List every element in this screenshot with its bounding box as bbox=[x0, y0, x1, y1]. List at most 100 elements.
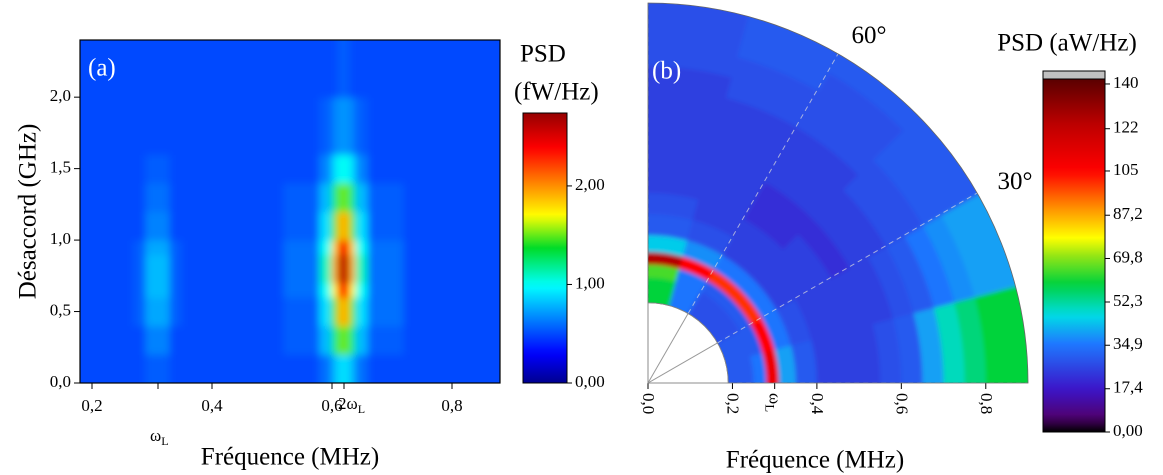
heatmap-cell bbox=[337, 296, 345, 327]
heatmap-cell bbox=[367, 211, 405, 241]
angle-label: 60° bbox=[852, 22, 887, 49]
heatmap-cell bbox=[283, 153, 321, 184]
heatmap-cell bbox=[181, 182, 285, 212]
annotation: 2ωL bbox=[338, 394, 365, 416]
polar-cell bbox=[648, 22, 744, 58]
polar-cell bbox=[830, 265, 874, 330]
polar-cell bbox=[739, 7, 844, 74]
polar-cell bbox=[775, 297, 813, 346]
colorbar bbox=[1042, 78, 1106, 433]
polar-cell bbox=[774, 343, 798, 383]
heatmap-cell bbox=[283, 325, 321, 355]
heatmap-cell bbox=[331, 153, 339, 184]
polar-cell bbox=[783, 125, 859, 190]
heatmap-cell bbox=[343, 282, 351, 298]
heatmap-cell bbox=[133, 296, 147, 327]
heatmap-cell bbox=[331, 296, 339, 327]
colorbar-tick-label: 2,00 bbox=[575, 175, 605, 194]
polar-cell bbox=[690, 197, 745, 238]
polar-cell bbox=[752, 180, 814, 235]
r-tick-label: 0,0 bbox=[639, 393, 658, 414]
colorbar-tick-label: 52,3 bbox=[1113, 291, 1143, 310]
y-tick-label: 1,0 bbox=[50, 229, 71, 248]
heatmap-cell bbox=[355, 211, 369, 241]
heatmap-cell bbox=[145, 182, 171, 212]
panel-label: (b) bbox=[652, 58, 681, 85]
heatmap-cell bbox=[355, 325, 369, 355]
heatmap-cell bbox=[319, 325, 333, 355]
colorbar-title: PSD bbox=[520, 41, 566, 68]
polar-cell bbox=[848, 254, 895, 325]
heatmap-cell bbox=[319, 296, 333, 327]
y-tick-label: 1,5 bbox=[50, 158, 71, 177]
polar-cell bbox=[957, 187, 1024, 292]
polar-cell bbox=[706, 268, 742, 300]
plot-frame bbox=[79, 39, 501, 384]
polar-cell bbox=[749, 351, 768, 383]
heatmap-cell bbox=[403, 325, 500, 355]
heatmap-cell bbox=[349, 325, 357, 355]
r-tick-label: 0,6 bbox=[892, 393, 911, 414]
heatmap-cell bbox=[367, 153, 405, 184]
heatmap-cell bbox=[355, 153, 369, 184]
annotation-text: ω bbox=[766, 393, 785, 404]
polar-cell bbox=[921, 211, 976, 303]
heatmap-cell bbox=[343, 40, 351, 98]
heatmap-cell bbox=[343, 211, 351, 241]
x-axis-label: Fréquence (MHz) bbox=[726, 447, 904, 474]
colorbar-tick-label: 1,00 bbox=[575, 273, 605, 292]
heatmap-cell bbox=[133, 253, 147, 284]
heatmap-cell bbox=[169, 296, 183, 327]
heatmap-cell bbox=[367, 40, 405, 98]
heatmap-cell bbox=[319, 239, 333, 255]
angle-grid bbox=[687, 53, 839, 314]
heatmap-cell bbox=[133, 239, 147, 255]
heatmap-cell bbox=[319, 253, 333, 284]
heatmap-cell bbox=[355, 253, 369, 284]
polar-cell bbox=[973, 287, 1009, 383]
heatmap-cell bbox=[331, 325, 339, 355]
heatmap-cell bbox=[145, 253, 171, 284]
heatmap-cell bbox=[403, 153, 500, 184]
heatmap-cell bbox=[181, 253, 285, 284]
heatmap-cell bbox=[169, 282, 183, 298]
polar-cell bbox=[728, 55, 820, 110]
heatmap-cell bbox=[133, 153, 147, 184]
heatmap-cell bbox=[80, 153, 135, 184]
heatmap-cell bbox=[403, 296, 500, 327]
polar-cell bbox=[815, 70, 904, 146]
colorbar-tick-label: 34,9 bbox=[1113, 334, 1143, 353]
polar-cell bbox=[939, 201, 997, 298]
heatmap-cell bbox=[145, 40, 171, 98]
polar-cell bbox=[851, 321, 882, 383]
heatmap-cell bbox=[349, 96, 357, 155]
heatmap-cell bbox=[181, 325, 285, 355]
heatmap-cell bbox=[133, 182, 147, 212]
polar-cell bbox=[794, 106, 874, 176]
y-tick-label: 0,0 bbox=[50, 372, 71, 391]
polar-cell bbox=[721, 235, 769, 280]
heatmap-cell bbox=[337, 40, 345, 98]
heatmap-cell bbox=[169, 96, 183, 155]
heatmap-cell bbox=[403, 96, 500, 155]
r-tick-label: 0,2 bbox=[724, 393, 743, 414]
heatmap-cell bbox=[319, 282, 333, 298]
heatmap-cell bbox=[337, 96, 345, 155]
heatmap-cell bbox=[343, 353, 351, 383]
heatmap-cell bbox=[283, 296, 321, 327]
colorbar-title: PSD (aW/Hz) bbox=[997, 30, 1137, 57]
polar-cell bbox=[750, 316, 776, 354]
polar-cell bbox=[648, 233, 688, 257]
colorbar-tick-label: 87,2 bbox=[1113, 204, 1143, 223]
polar-cell bbox=[884, 233, 936, 314]
heatmap-cell bbox=[349, 182, 357, 212]
heatmap-cell bbox=[355, 182, 369, 212]
y-tick-label: 2,0 bbox=[50, 86, 71, 105]
polar-cell bbox=[870, 142, 943, 227]
heatmap-cell bbox=[337, 211, 345, 241]
heatmap-cell bbox=[80, 353, 135, 383]
polar-cell bbox=[717, 95, 798, 147]
annotation-text: ω bbox=[150, 426, 161, 445]
heatmap-cell bbox=[331, 40, 339, 98]
